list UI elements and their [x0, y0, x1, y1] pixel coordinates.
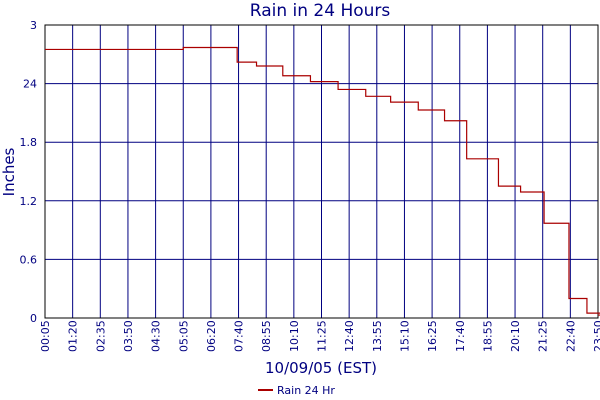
- x-tick-label: 22:40: [564, 320, 577, 352]
- x-tick-label: 15:10: [398, 320, 411, 352]
- plot-frame: [44, 24, 599, 319]
- y-tick-label: 24: [23, 78, 37, 91]
- y-tick-label: 1.8: [20, 136, 38, 149]
- x-tick-label: 18:55: [481, 320, 494, 352]
- x-tick-label: 12:40: [343, 320, 356, 352]
- x-tick-label: 04:30: [150, 320, 163, 352]
- x-tick-label: 06:20: [205, 320, 218, 352]
- y-axis-label: Inches: [0, 147, 18, 196]
- x-tick-label: 03:50: [122, 320, 135, 352]
- y-tick-label: 0: [30, 312, 37, 325]
- x-tick-label: 10:10: [288, 320, 301, 352]
- x-tick-label: 23:50: [592, 320, 600, 352]
- y-tick-label: 1.2: [20, 195, 38, 208]
- x-tick-label: 17:40: [454, 320, 467, 352]
- chart-title: Rain in 24 Hours: [250, 1, 391, 21]
- x-axis-label: 10/09/05 (EST): [265, 359, 377, 377]
- y-tick-label: 0.6: [20, 253, 38, 266]
- x-tick-label: 08:55: [260, 320, 273, 352]
- x-tick-label: 20:10: [509, 320, 522, 352]
- x-tick-label: 11:25: [316, 320, 329, 352]
- x-tick-label: 07:40: [233, 320, 246, 352]
- x-tick-label: 13:55: [371, 320, 384, 352]
- x-tick-label: 00:05: [39, 320, 52, 352]
- x-tick-label: 21:25: [537, 320, 550, 352]
- series-line-rain-24hr: [45, 46, 600, 316]
- x-tick-label: 01:20: [67, 320, 80, 352]
- legend-label: Rain 24 Hr: [277, 384, 335, 397]
- x-tick-label: 05:05: [177, 320, 190, 352]
- y-tick-label: 3: [30, 19, 37, 32]
- x-tick-label: 16:25: [426, 320, 439, 352]
- x-tick-label: 02:35: [94, 320, 107, 352]
